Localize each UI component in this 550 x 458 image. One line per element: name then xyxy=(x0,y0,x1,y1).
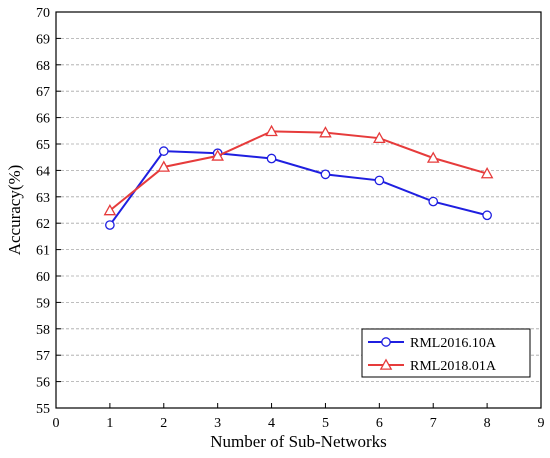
y-axis-title: Accuracy(%) xyxy=(5,165,24,256)
series-rml2018-01a xyxy=(103,124,494,216)
series-line-rml2018-01a xyxy=(109,130,488,212)
x-tick-label: 7 xyxy=(430,416,437,431)
y-tick-label: 66 xyxy=(36,112,50,127)
y-tick-label: 70 xyxy=(36,6,50,21)
y-tick-label: 69 xyxy=(36,32,50,47)
x-tick-label: 9 xyxy=(538,416,545,431)
y-tick-label: 67 xyxy=(36,85,50,100)
legend-marker-rml2016-10a xyxy=(381,337,391,347)
y-tick-label: 61 xyxy=(36,244,50,259)
data-point-rml2018-01a xyxy=(103,203,117,216)
legend: RML2016.10A RML2018.01A xyxy=(361,328,531,378)
x-axis-title: Number of Sub-Networks xyxy=(210,432,387,451)
data-point-rml2018-01a xyxy=(319,126,332,138)
y-tick-label: 55 xyxy=(36,402,50,417)
x-tick-label: 8 xyxy=(484,416,491,431)
data-point-rml2016-10a xyxy=(374,175,385,186)
data-point-rml2016-10a xyxy=(105,220,115,230)
y-tick-label: 57 xyxy=(36,349,50,364)
series-layer xyxy=(103,124,494,230)
legend-label-rml2018-01a: RML2018.01A xyxy=(410,359,497,374)
data-point-rml2016-10a xyxy=(482,210,492,221)
data-point-rml2016-10a xyxy=(428,196,439,207)
data-point-rml2018-01a xyxy=(157,160,171,172)
data-point-rml2016-10a xyxy=(158,146,169,156)
y-tick-label: 59 xyxy=(36,296,50,311)
y-tick-label: 68 xyxy=(36,59,50,74)
legend-label-rml2016-10a: RML2016.10A xyxy=(410,336,497,351)
y-tick-label: 63 xyxy=(36,191,50,206)
legend-marker-rml2018-01a xyxy=(379,358,393,370)
x-tick-label: 0 xyxy=(53,416,60,431)
x-tick-label: 1 xyxy=(106,416,113,431)
series-line-rml2016-10a xyxy=(109,150,488,226)
data-point-rml2018-01a xyxy=(373,131,386,144)
data-point-rml2016-10a xyxy=(266,153,277,164)
data-point-rml2016-10a xyxy=(320,169,331,180)
data-point-rml2018-01a xyxy=(211,149,224,161)
y-tick-label: 65 xyxy=(36,138,50,153)
data-point-rml2018-01a xyxy=(480,167,494,179)
data-point-rml2018-01a xyxy=(265,124,278,137)
y-tick-label: 62 xyxy=(36,217,50,232)
x-tick-label: 2 xyxy=(160,416,167,431)
x-tick-label: 6 xyxy=(376,416,383,431)
y-tick-label: 64 xyxy=(36,164,50,179)
x-tick-label: 5 xyxy=(322,416,329,431)
y-tick-label: 56 xyxy=(36,376,50,391)
x-tick-label: 3 xyxy=(214,416,221,431)
x-tick-label: 4 xyxy=(268,416,275,431)
gridlines xyxy=(56,38,541,383)
data-point-rml2018-01a xyxy=(426,151,440,163)
y-tick-label: 60 xyxy=(36,270,50,285)
y-tick-label: 58 xyxy=(36,323,50,338)
plot-frame xyxy=(55,11,542,409)
